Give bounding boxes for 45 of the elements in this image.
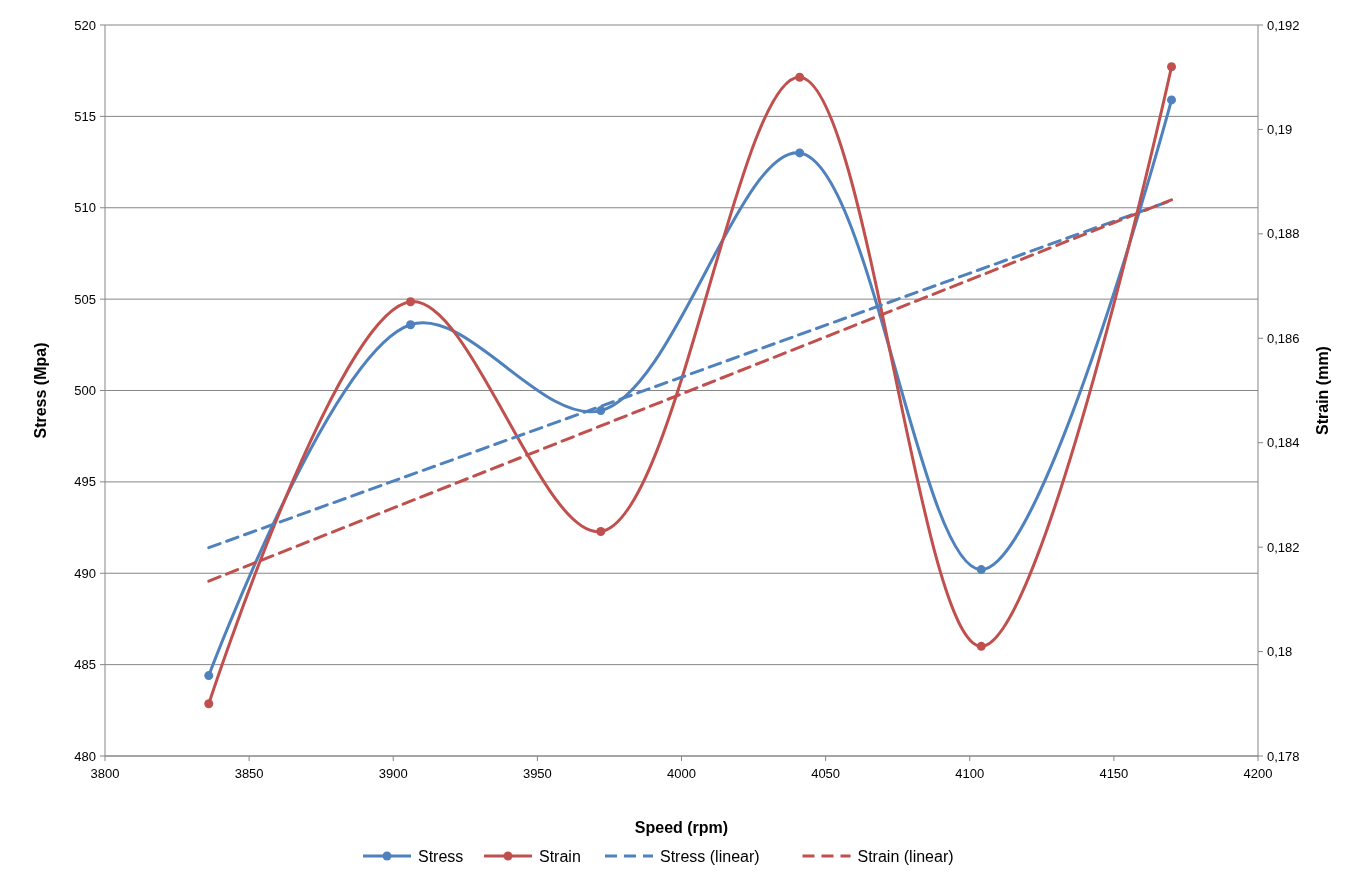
- y-tick-label: 500: [74, 383, 96, 399]
- x-tick-label: 4150: [1099, 766, 1129, 781]
- x-tick-label: 3850: [234, 766, 264, 781]
- point: [204, 699, 214, 709]
- x-tick-label: 4200: [1243, 766, 1273, 781]
- legend-label: Strain: [539, 847, 581, 865]
- x-axis-title: Speed (rpm): [634, 819, 729, 836]
- y2-tick-label: 0,188: [1267, 226, 1300, 242]
- point: [1167, 95, 1177, 105]
- y-tick-label: 480: [74, 748, 96, 764]
- y2-tick-label: 0,178: [1267, 748, 1300, 764]
- point: [406, 320, 416, 330]
- point: [406, 297, 416, 307]
- y2-tick-label: 0,18: [1267, 644, 1293, 660]
- y-axis-title: Stress (Mpa): [32, 342, 49, 439]
- y2-tick-label: 0,192: [1267, 17, 1300, 33]
- y-tick-label: 510: [74, 200, 96, 216]
- x-tick-label: 3950: [522, 766, 552, 781]
- y2-tick-label: 0,184: [1267, 435, 1300, 451]
- y2-tick-label: 0,182: [1267, 539, 1300, 555]
- y-tick-label: 515: [74, 108, 96, 124]
- y2-tick-label: 0,19: [1267, 121, 1293, 137]
- y-tick-label: 490: [74, 565, 96, 581]
- x-tick-label: 4000: [667, 766, 696, 781]
- x-tick-label: 3800: [90, 766, 120, 781]
- point: [795, 72, 805, 82]
- point: [596, 526, 606, 536]
- y-tick-label: 505: [74, 291, 96, 307]
- x-tick-label: 4050: [811, 766, 841, 781]
- legend-label: Stress: [418, 847, 464, 865]
- x-tick-label: 3900: [378, 766, 408, 781]
- x-tick-label: 4100: [955, 766, 985, 781]
- legend-label: Strain (linear): [857, 847, 954, 865]
- point: [795, 148, 805, 158]
- y-tick-label: 520: [74, 17, 96, 33]
- y-tick-label: 495: [74, 474, 96, 490]
- point: [1167, 62, 1177, 72]
- point: [204, 671, 214, 681]
- point: [596, 406, 606, 416]
- y-tick-label: 485: [74, 657, 96, 673]
- legend-label: Stress (linear): [660, 847, 760, 865]
- point: [976, 641, 986, 651]
- y2-tick-label: 0,186: [1267, 330, 1300, 346]
- point: [976, 565, 986, 575]
- y2-axis-title: Strain (mm): [1314, 346, 1331, 435]
